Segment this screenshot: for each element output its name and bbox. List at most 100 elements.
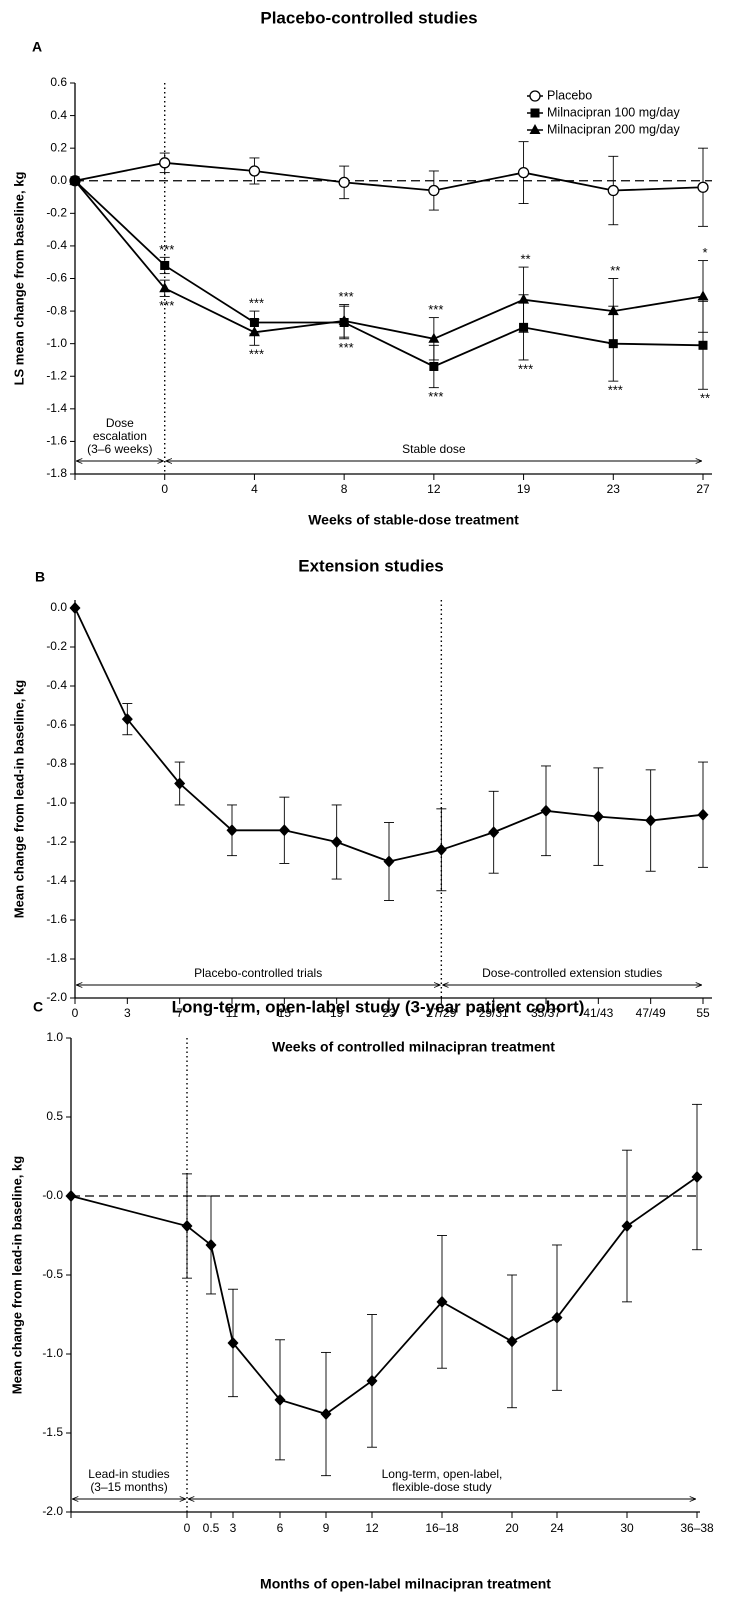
- x-tick-label: 12: [427, 482, 441, 496]
- series-line: [74, 161, 704, 192]
- x-tick-label: 35/37: [531, 1006, 561, 1020]
- phase-label: Lead-in studies: [88, 1467, 169, 1481]
- significance-label: **: [700, 391, 710, 406]
- phase-label: (3–6 weeks): [87, 442, 152, 456]
- x-tick-label: 36–38: [680, 1521, 714, 1535]
- y-tick-label: 0.0: [50, 173, 67, 187]
- data-point: [607, 305, 619, 316]
- x-tick-label: 27: [696, 482, 710, 496]
- x-tick-label: 0.5: [203, 1521, 220, 1535]
- data-point: [698, 340, 708, 350]
- y-tick-label: -0.4: [46, 678, 67, 692]
- data-point: [227, 1336, 239, 1349]
- significance-label: ***: [608, 383, 623, 398]
- phase-label: Dose-controlled extension studies: [482, 966, 662, 980]
- y-tick-label: -0.6: [46, 271, 67, 285]
- data-point: [540, 804, 552, 817]
- x-axis-title: Months of open-label milnacipran treatme…: [260, 1576, 551, 1592]
- y-tick-label: -0.6: [46, 717, 67, 731]
- y-tick-label: 0.2: [50, 140, 67, 154]
- data-point: [429, 361, 439, 371]
- x-tick-label: 23: [607, 482, 621, 496]
- y-tick-label: -1.8: [46, 951, 67, 965]
- data-point: [174, 777, 186, 790]
- x-axis-title: Weeks of stable-dose treatment: [308, 512, 519, 528]
- data-point: [248, 165, 261, 177]
- data-point: [338, 314, 350, 325]
- legend-marker: [529, 90, 541, 102]
- x-tick-label: 3: [230, 1521, 237, 1535]
- x-tick-label: 16–18: [425, 1521, 459, 1535]
- y-tick-label: 0.6: [50, 75, 67, 89]
- data-point: [366, 1374, 378, 1387]
- x-tick-label: 7: [176, 1006, 183, 1020]
- x-tick-label: 41/43: [583, 1006, 613, 1020]
- significance-label: ***: [249, 347, 264, 362]
- data-point: [160, 260, 170, 270]
- y-tick-label: -1.5: [42, 1425, 63, 1439]
- data-point: [697, 808, 709, 821]
- significance-label: ***: [159, 242, 174, 257]
- data-point: [608, 339, 618, 349]
- y-tick-label: -0.8: [46, 756, 67, 770]
- x-tick-label: 55: [696, 1006, 710, 1020]
- data-point: [65, 1190, 77, 1202]
- y-tick-label: 0.4: [50, 108, 67, 122]
- x-tick-label: 12: [365, 1521, 379, 1535]
- phase-label: (3–15 months): [90, 1480, 167, 1494]
- y-axis-title: Mean change from lead-in baseline, kg: [9, 1156, 24, 1394]
- y-tick-label: -0.0: [42, 1188, 63, 1202]
- data-point: [519, 322, 529, 332]
- series-line: [74, 180, 704, 368]
- data-point: [697, 290, 709, 301]
- y-axis-title: Mean change from lead-in baseline, kg: [11, 680, 26, 918]
- x-tick-label: 0: [184, 1521, 191, 1535]
- y-tick-label: -1.4: [46, 873, 67, 887]
- x-tick-label: 19: [517, 482, 531, 496]
- data-point: [278, 824, 290, 837]
- x-tick-label: 8: [341, 482, 348, 496]
- data-point: [320, 1408, 332, 1421]
- legend-marker: [529, 124, 541, 134]
- x-tick-label: 20: [505, 1521, 519, 1535]
- y-tick-label: 0.5: [46, 1109, 63, 1123]
- significance-label: ***: [249, 296, 264, 311]
- data-point: [506, 1335, 518, 1348]
- data-point: [691, 1171, 703, 1184]
- data-point: [274, 1393, 286, 1406]
- data-point: [383, 855, 395, 868]
- y-tick-label: -0.2: [46, 206, 67, 220]
- x-tick-label: 47/49: [636, 1006, 666, 1020]
- panel-label: A: [32, 39, 42, 55]
- x-tick-label: 0: [161, 482, 168, 496]
- phase-label: Long-term, open-label,: [382, 1467, 503, 1481]
- x-tick-label: 6: [277, 1521, 284, 1535]
- data-point: [488, 826, 500, 839]
- significance-label: ***: [428, 302, 443, 317]
- y-tick-label: -1.4: [46, 401, 67, 415]
- legend-label: Placebo: [547, 88, 592, 102]
- chart-title: Long-term, open-label study (3-year pati…: [172, 997, 585, 1016]
- x-tick-label: 0: [72, 1006, 79, 1020]
- data-point: [69, 602, 81, 614]
- data-point: [159, 282, 171, 293]
- y-tick-label: -1.8: [46, 466, 67, 480]
- significance-label: ***: [339, 289, 354, 304]
- legend-label: Milnacipran 200 mg/day: [547, 122, 680, 136]
- x-tick-label: 27/29: [426, 1006, 456, 1020]
- y-tick-label: -0.5: [42, 1267, 63, 1281]
- series-line: [70, 1176, 698, 1416]
- significance-label: **: [521, 252, 531, 267]
- phase-label: escalation: [93, 429, 147, 443]
- series-line: [74, 180, 704, 340]
- significance-label: ***: [159, 298, 174, 313]
- phase-label: Placebo-controlled trials: [194, 966, 322, 980]
- y-tick-label: -1.6: [46, 434, 67, 448]
- y-tick-label: -1.2: [46, 368, 67, 382]
- data-point: [248, 326, 260, 337]
- significance-label: **: [610, 263, 620, 278]
- significance-label: *: [702, 245, 707, 260]
- y-tick-label: -1.0: [46, 795, 67, 809]
- chart-title: Placebo-controlled studies: [260, 8, 477, 27]
